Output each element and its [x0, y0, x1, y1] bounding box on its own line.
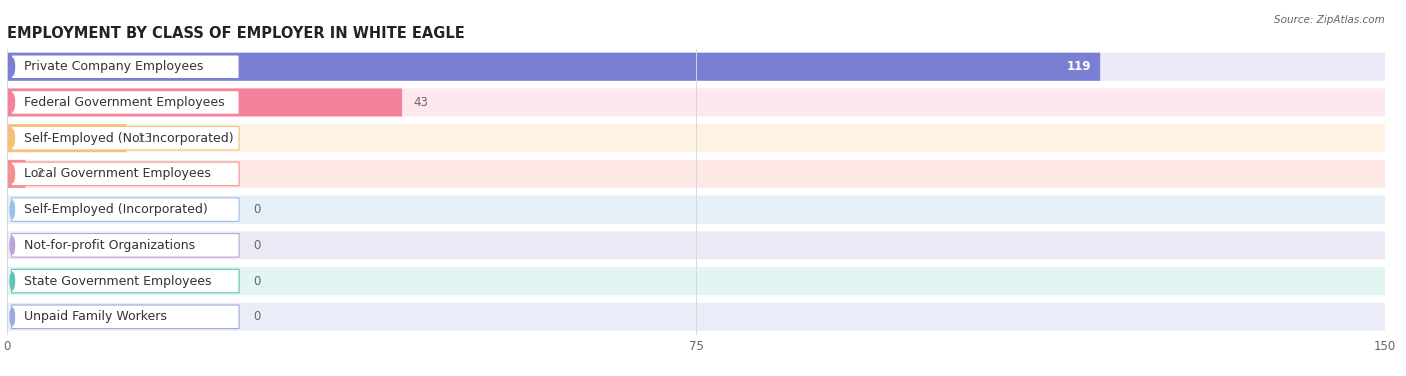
Text: 0: 0: [253, 239, 260, 252]
Circle shape: [10, 237, 14, 254]
Circle shape: [10, 129, 14, 147]
Text: 13: 13: [138, 132, 152, 145]
FancyBboxPatch shape: [7, 196, 1385, 224]
FancyBboxPatch shape: [11, 126, 239, 150]
FancyBboxPatch shape: [7, 53, 1385, 81]
FancyBboxPatch shape: [11, 269, 239, 293]
Circle shape: [10, 94, 14, 111]
Text: Federal Government Employees: Federal Government Employees: [24, 96, 225, 109]
FancyBboxPatch shape: [7, 124, 1385, 152]
Text: Unpaid Family Workers: Unpaid Family Workers: [24, 310, 167, 323]
FancyBboxPatch shape: [7, 88, 1385, 117]
FancyBboxPatch shape: [11, 198, 239, 221]
Circle shape: [10, 58, 14, 76]
Text: Source: ZipAtlas.com: Source: ZipAtlas.com: [1274, 15, 1385, 25]
FancyBboxPatch shape: [11, 55, 239, 79]
FancyBboxPatch shape: [11, 305, 239, 329]
Text: 0: 0: [253, 274, 260, 288]
Circle shape: [10, 201, 14, 218]
Circle shape: [10, 308, 14, 326]
FancyBboxPatch shape: [7, 303, 1385, 331]
FancyBboxPatch shape: [11, 91, 239, 114]
Text: Local Government Employees: Local Government Employees: [24, 167, 211, 180]
Text: 0: 0: [253, 203, 260, 216]
Text: State Government Employees: State Government Employees: [24, 274, 212, 288]
FancyBboxPatch shape: [7, 231, 1385, 259]
FancyBboxPatch shape: [11, 233, 239, 257]
FancyBboxPatch shape: [7, 124, 127, 152]
Circle shape: [10, 165, 14, 183]
Text: 0: 0: [253, 310, 260, 323]
FancyBboxPatch shape: [7, 160, 1385, 188]
FancyBboxPatch shape: [7, 88, 402, 117]
Text: 2: 2: [37, 167, 44, 180]
Text: Self-Employed (Not Incorporated): Self-Employed (Not Incorporated): [24, 132, 233, 145]
Text: 119: 119: [1067, 60, 1091, 73]
Circle shape: [10, 272, 14, 290]
FancyBboxPatch shape: [7, 53, 1099, 81]
Text: Self-Employed (Incorporated): Self-Employed (Incorporated): [24, 203, 208, 216]
Text: Not-for-profit Organizations: Not-for-profit Organizations: [24, 239, 195, 252]
Text: EMPLOYMENT BY CLASS OF EMPLOYER IN WHITE EAGLE: EMPLOYMENT BY CLASS OF EMPLOYER IN WHITE…: [7, 26, 465, 41]
FancyBboxPatch shape: [7, 267, 1385, 295]
Text: 43: 43: [413, 96, 427, 109]
FancyBboxPatch shape: [7, 160, 25, 188]
Text: Private Company Employees: Private Company Employees: [24, 60, 204, 73]
FancyBboxPatch shape: [11, 162, 239, 186]
